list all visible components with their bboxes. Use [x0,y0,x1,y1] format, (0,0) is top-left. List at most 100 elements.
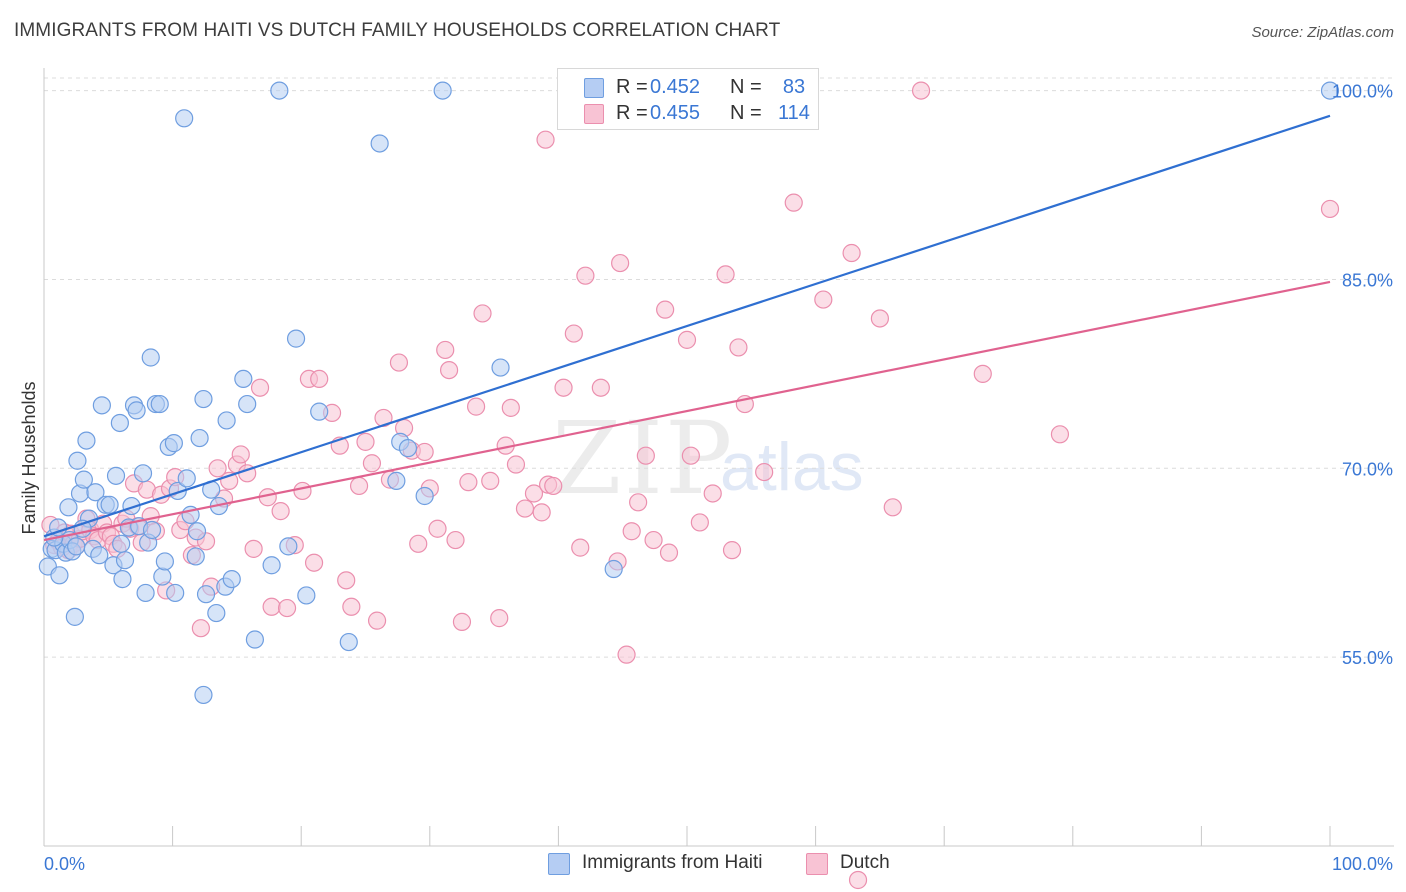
dutch-point [784,193,803,212]
haiti-point [370,134,389,153]
haiti-point [433,81,452,100]
haiti-points [38,81,1340,705]
haiti-legend-label: Immigrants from Haiti [582,852,763,873]
axis-labels: 55.0% 70.0% 85.0% 100.0% 0.0% 100.0% Family Ho… [19,82,1393,874]
haiti-point [110,413,129,433]
haiti-point [59,498,78,517]
dutch-point [554,378,573,397]
dutch-swatch-icon [806,853,828,875]
dutch-point [1050,425,1070,444]
dutch-point [466,397,486,416]
haiti-point [92,396,111,415]
haiti-point [604,559,623,579]
haiti-point [100,495,119,514]
dutch-point [690,513,709,532]
haiti-point [141,348,160,367]
source-note: Source: ZipAtlas.com [1251,24,1394,41]
haiti-point [164,434,183,453]
dutch-point [571,538,590,557]
haiti-point [122,496,141,516]
haiti-point [262,556,281,575]
haiti-point [177,469,196,488]
y-tick-label: 70.0% [1342,459,1393,479]
dutch-point [501,398,520,417]
dutch-point [656,300,675,319]
dutch-point [374,408,393,428]
n-value: 114 [778,102,810,124]
n-label: N = [730,102,762,124]
dutch-point [622,522,641,541]
x-tick-label-start: 0.0% [44,854,85,874]
haiti-point [113,569,132,589]
haiti-point [245,630,265,649]
trend-lines [43,114,1331,542]
haiti-point [74,470,93,489]
haiti-point [279,537,298,556]
dutch-point [349,476,369,496]
haiti-point [166,583,185,603]
dutch-point [473,304,492,323]
dutch-point [755,462,774,482]
haiti-point [142,520,162,540]
haiti-point [67,537,86,556]
dutch-point [814,290,833,309]
haiti-point [127,401,146,420]
dutch-point [883,498,902,517]
haiti-point [222,569,241,589]
haiti-point [310,402,329,421]
n-value: 83 [782,76,806,98]
haiti-point [286,329,306,348]
y-tick-label: 55.0% [1342,648,1393,668]
dutch-point [544,476,563,496]
haiti-point [50,566,69,585]
axes [43,68,1394,847]
haiti-point [49,518,68,537]
y-tick-label: 85.0% [1342,270,1393,290]
dutch-point [490,609,509,628]
dutch-point [250,378,270,397]
r-value: 0.452 [650,76,701,98]
haiti-point [136,583,155,603]
dutch-point [244,539,263,558]
dutch-point [524,484,544,503]
dutch-point [231,445,250,464]
dutch-swatch-icon [584,104,604,124]
n-label: N = [730,76,762,98]
r-label: R = [616,76,648,98]
haiti-point [491,358,510,377]
haiti-point [153,567,172,586]
haiti-point [387,471,406,490]
haiti-point [339,632,358,652]
dutch-point [389,353,409,372]
haiti-point [155,552,174,571]
dutch-point [532,503,551,522]
dutch-point [536,130,555,149]
haiti-point [238,394,257,414]
haiti-point [115,551,135,570]
dutch-point [439,360,459,380]
dutch-point [310,369,329,389]
dutch-point [617,645,636,664]
dutch-point [848,870,868,890]
dutch-point [911,81,931,100]
dutch-point [459,473,478,492]
haiti-point [168,481,187,501]
y-axis-title: Family Households [19,381,39,534]
dutch-point [271,502,290,521]
dutch-point [636,446,655,465]
haiti-point [106,466,126,485]
haiti-point [77,431,96,450]
dutch-point [729,338,748,357]
dutch-point [367,611,387,630]
dutch-point [277,598,297,618]
haiti-point [207,603,226,623]
haiti-point [194,685,213,705]
haiti-point [270,81,289,100]
haiti-point [234,369,253,389]
haiti-point [194,389,213,409]
dutch-point [1320,199,1340,219]
dutch-point [722,541,742,560]
dutch-point [703,484,722,503]
haiti-trend-line [43,114,1331,538]
